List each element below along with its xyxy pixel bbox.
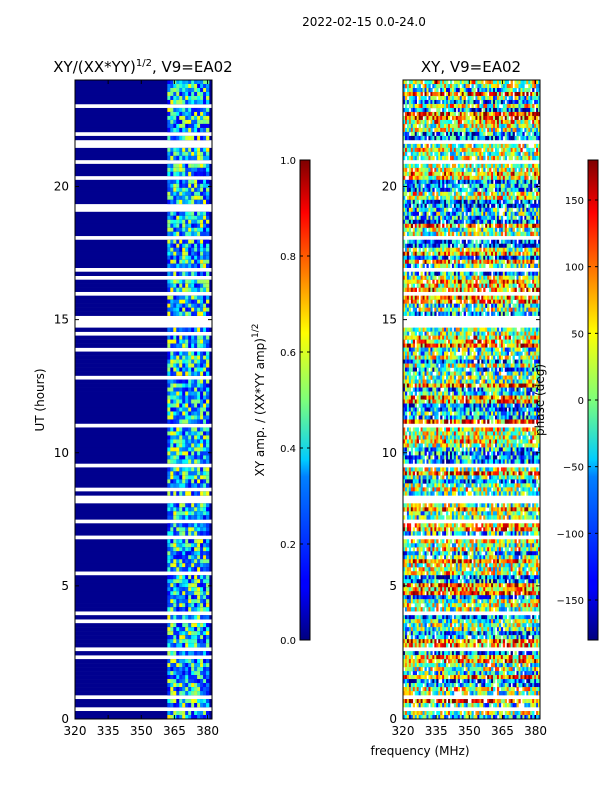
colorbar-tick-label: 0 bbox=[578, 396, 584, 407]
colorbar-tick-label: −100 bbox=[557, 529, 584, 540]
left-heatmap bbox=[75, 80, 212, 719]
y-tick-label: 15 bbox=[54, 313, 69, 327]
left-colorbar-gradient bbox=[299, 159, 311, 641]
left-ylabel: UT (hours) bbox=[33, 368, 47, 431]
x-tick-label: 350 bbox=[458, 724, 481, 738]
right-colorbar: −150 −100 −50 0 50 100 150 phase (deg) bbox=[533, 159, 599, 641]
right-plot-frame bbox=[402, 79, 541, 720]
y-tick-label: 20 bbox=[382, 180, 397, 194]
right-title: XY, V9=EA02 bbox=[421, 58, 521, 76]
x-tick-label: 380 bbox=[524, 724, 547, 738]
colorbar-tick-label: 0.2 bbox=[280, 540, 296, 551]
left-colorbar-ticks: 0.0 0.2 0.4 0.6 0.8 1.0 bbox=[280, 156, 310, 647]
colorbar-tick-label: 0.8 bbox=[280, 252, 296, 263]
left-plot-frame bbox=[74, 79, 213, 720]
y-tick-label: 15 bbox=[382, 313, 397, 327]
y-tick-label: 20 bbox=[54, 180, 69, 194]
figure-suptitle: 2022-02-15 0.0-24.0 bbox=[302, 15, 426, 29]
x-tick-label: 350 bbox=[130, 724, 153, 738]
colorbar-tick-label: 50 bbox=[571, 329, 584, 340]
colorbar-tick-label: 0.0 bbox=[280, 636, 296, 647]
right-axes-ticks: 320 335 350 365 380 0 5 10 15 20 bbox=[382, 80, 547, 738]
y-tick-label: 0 bbox=[389, 712, 397, 726]
left-axes-ticks: 320 335 350 365 380 0 5 10 15 20 bbox=[54, 80, 219, 738]
x-tick-label: 335 bbox=[425, 724, 448, 738]
colorbar-tick-label: 0.4 bbox=[280, 444, 296, 455]
left-colorbar: 0.0 0.2 0.4 0.6 0.8 1.0 XY amp. / (XX*YY amp)… bbox=[251, 156, 311, 647]
right-colorbar-label: phase (deg) bbox=[533, 364, 547, 436]
x-tick-label: 335 bbox=[97, 724, 120, 738]
right-colorbar-ticks: −150 −100 −50 0 50 100 150 bbox=[557, 196, 598, 607]
left-colorbar-label: XY amp. / (XX*YY amp)1/2 bbox=[251, 324, 267, 477]
colorbar-tick-label: 0.6 bbox=[280, 348, 296, 359]
y-tick-label: 10 bbox=[382, 446, 397, 460]
y-tick-label: 0 bbox=[61, 712, 69, 726]
left-title: XY/(XX*YY)1/2, V9=EA02 bbox=[53, 58, 232, 76]
y-tick-label: 5 bbox=[389, 579, 397, 593]
x-tick-label: 365 bbox=[491, 724, 514, 738]
right-heatmap bbox=[403, 80, 540, 719]
x-tick-label: 380 bbox=[196, 724, 219, 738]
colorbar-tick-label: 100 bbox=[565, 263, 584, 274]
colorbar-tick-label: −50 bbox=[563, 463, 584, 474]
right-xlabel: frequency (MHz) bbox=[370, 744, 469, 758]
left-panel: XY/(XX*YY)1/2, V9=EA02 320 335 350 365 380 0 5… bbox=[33, 58, 233, 738]
x-tick-label: 320 bbox=[392, 724, 415, 738]
colorbar-tick-label: −150 bbox=[557, 596, 584, 607]
colorbar-tick-label: 150 bbox=[565, 196, 584, 207]
y-tick-label: 5 bbox=[61, 579, 69, 593]
x-tick-label: 365 bbox=[163, 724, 186, 738]
colorbar-tick-label: 1.0 bbox=[280, 156, 296, 167]
y-tick-label: 10 bbox=[54, 446, 69, 460]
x-tick-label: 320 bbox=[64, 724, 87, 738]
right-panel: XY, V9=EA02 320 335 350 365 380 0 5 10 15 20 freq… bbox=[370, 58, 547, 758]
